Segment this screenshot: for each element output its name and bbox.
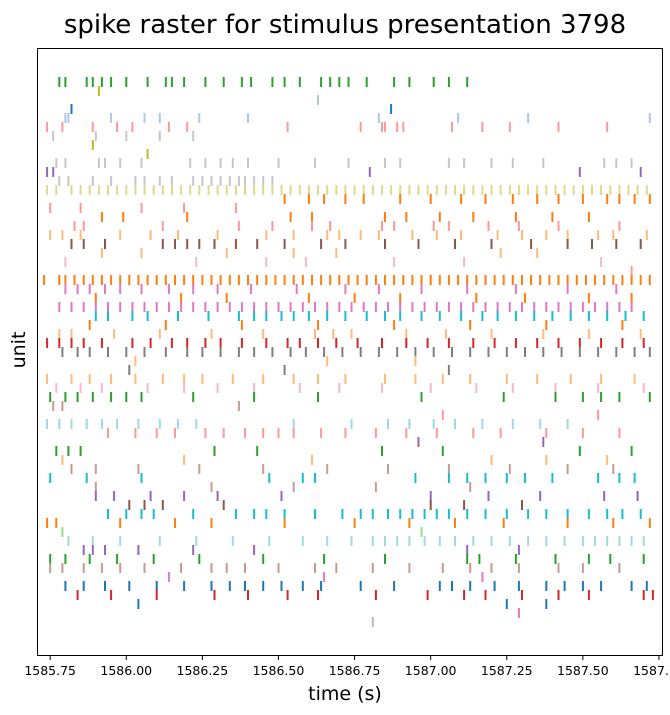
x-tick-label: 1586.00: [100, 663, 152, 678]
x-tick-label: 1587.75: [633, 663, 670, 678]
plot-frame: [37, 48, 663, 656]
x-tick-label: 1587.25: [481, 663, 533, 678]
y-axis-label: unit: [8, 332, 30, 369]
x-tick-label: 1587.50: [557, 663, 609, 678]
x-tick-label: 1586.50: [253, 663, 305, 678]
spike-marks: [43, 77, 654, 627]
x-tick-label: 1586.25: [177, 663, 229, 678]
chart-title: spike raster for stimulus presentation 3…: [64, 10, 626, 40]
x-tick-label: 1587.00: [405, 663, 457, 678]
x-axis-ticks: 1585.75 1586.00 1586.25 1586.50 1586.75 1587.…: [24, 655, 670, 678]
x-axis-label: time (s): [308, 683, 382, 705]
x-tick-label: 1586.75: [329, 663, 381, 678]
x-tick-label: 1585.75: [24, 663, 76, 678]
